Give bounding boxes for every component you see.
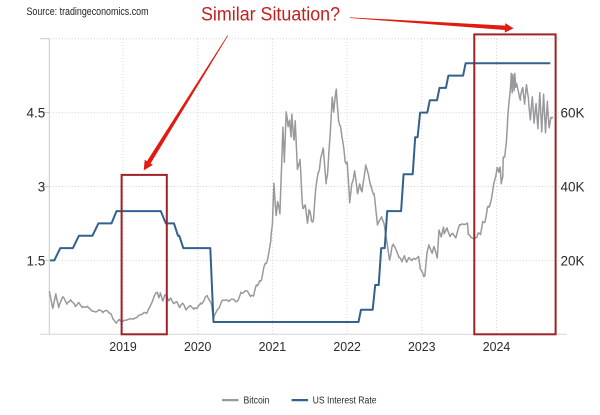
svg-text:Source: tradingeconomics.com: Source: tradingeconomics.com: [27, 6, 149, 18]
svg-text:US Interest Rate: US Interest Rate: [313, 395, 377, 406]
svg-text:2022: 2022: [333, 339, 361, 354]
svg-text:2024: 2024: [483, 339, 511, 354]
svg-text:2019: 2019: [109, 339, 137, 354]
svg-text:20K: 20K: [561, 253, 585, 268]
svg-text:2020: 2020: [184, 339, 212, 354]
svg-text:3: 3: [38, 179, 46, 194]
svg-text:60K: 60K: [561, 105, 585, 120]
svg-text:Bitcoin: Bitcoin: [244, 395, 270, 406]
svg-text:4.5: 4.5: [27, 106, 46, 121]
svg-text:40K: 40K: [561, 179, 585, 194]
svg-text:Similar Situation?: Similar Situation?: [201, 5, 340, 26]
svg-text:1.5: 1.5: [27, 253, 46, 268]
svg-text:2023: 2023: [408, 339, 436, 354]
svg-text:2021: 2021: [259, 339, 287, 354]
